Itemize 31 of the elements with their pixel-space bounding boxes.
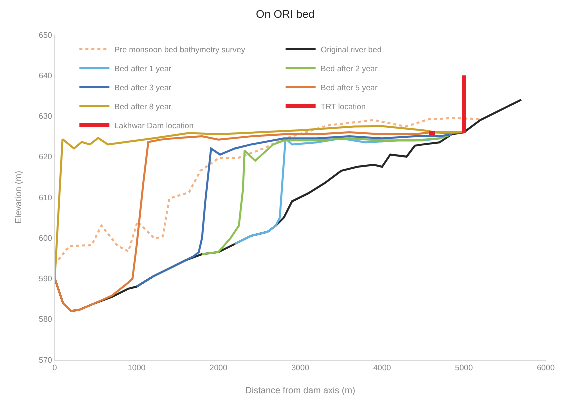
legend-label: Bed after 1 year xyxy=(114,64,172,74)
y-tick-label: 600 xyxy=(39,234,53,243)
x-tick-label: 1000 xyxy=(128,364,146,373)
chart-title: On ORI bed xyxy=(256,8,315,21)
x-tick-label: 3000 xyxy=(292,364,310,373)
legend-label: Pre monsoon bed bathymetry survey xyxy=(114,46,246,55)
x-tick-label: 2000 xyxy=(210,364,228,373)
y-tick-label: 580 xyxy=(39,315,53,324)
y-tick-label: 590 xyxy=(39,274,53,284)
legend-label: Bed after 8 year xyxy=(114,102,172,112)
line-series xyxy=(201,134,453,256)
legend-label: Bed after 3 year xyxy=(114,84,172,93)
legend-label: Lakhwar Dam location xyxy=(114,122,194,131)
x-tick-label: 6000 xyxy=(537,364,556,373)
line-series xyxy=(55,117,485,266)
y-tick-label: 620 xyxy=(39,152,53,162)
x-tick-label: 0 xyxy=(52,364,58,373)
x-axis-title: Distance from dam axis (m) xyxy=(245,385,356,396)
legend-label: Bed after 2 year xyxy=(320,64,378,74)
y-tick-label: 610 xyxy=(39,193,53,202)
legend-label: Original river bed xyxy=(320,46,382,55)
legend-label: Bed after 5 year xyxy=(320,84,378,93)
y-axis-title: Elevation (m) xyxy=(13,170,24,224)
y-tick-label: 570 xyxy=(39,356,53,365)
y-tick-label: 650 xyxy=(39,30,53,40)
y-tick-label: 640 xyxy=(39,71,53,80)
x-tick-label: 5000 xyxy=(455,364,474,373)
line-series xyxy=(136,134,453,288)
x-tick-label: 4000 xyxy=(373,364,392,373)
y-tick-label: 630 xyxy=(39,112,53,122)
legend-label: TRT location xyxy=(320,102,366,112)
